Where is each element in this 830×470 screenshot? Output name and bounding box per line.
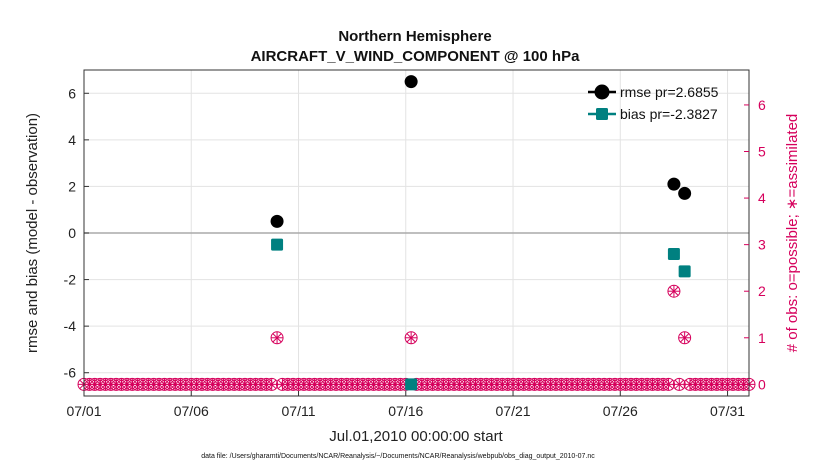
chart-subtitle: AIRCRAFT_V_WIND_COMPONENT @ 100 hPa — [251, 48, 581, 65]
legend-label: rmse pr=2.6855 — [620, 84, 719, 100]
y-right-tick-label: 0 — [758, 376, 766, 392]
bias-point — [678, 265, 691, 278]
y-tick-label: 2 — [68, 178, 76, 194]
y-right-tick-label: 3 — [758, 237, 766, 253]
y-tick-label: 0 — [68, 225, 76, 241]
y-axis-label: rmse and bias (model - observation) — [24, 113, 41, 353]
rmse-point — [270, 214, 284, 228]
series-markers — [270, 75, 692, 391]
obs-asterisk-stroke — [669, 286, 679, 296]
legend-label: bias pr=-2.3827 — [620, 106, 718, 122]
x-tick-label: 07/31 — [710, 403, 745, 419]
y-right-axis-label: # of obs: o=possible; ∗=assimilated — [784, 114, 801, 353]
legend-entry: bias pr=-2.3827 — [588, 106, 718, 122]
x-tick-label: 07/06 — [174, 403, 209, 419]
rmse-point — [678, 186, 692, 200]
bias-point — [405, 378, 418, 391]
y-tick-label: -2 — [64, 272, 77, 288]
x-tick-label: 07/11 — [282, 403, 316, 419]
y-tick-label: -4 — [64, 318, 77, 334]
y-right-axis-ticks: 0 1 2 3 4 5 6 — [744, 97, 766, 392]
obs-assimilated-marker — [271, 331, 284, 344]
obs-asterisk-stroke — [267, 379, 277, 389]
bias-point — [667, 247, 680, 260]
x-tick-label: 07/01 — [66, 403, 101, 419]
y-right-tick-label: 5 — [758, 144, 766, 160]
y-tick-label: 6 — [68, 85, 76, 101]
obs-assimilated-marker — [662, 378, 675, 391]
bias-point — [271, 238, 284, 251]
legend: rmse pr=2.6855 bias pr=-2.3827 — [588, 84, 719, 122]
obs-asterisk-stroke — [680, 333, 690, 343]
obs-asterisk-stroke — [406, 333, 416, 343]
rmse-point — [404, 75, 418, 89]
y-tick-label: 4 — [68, 132, 76, 148]
legend-bias-marker — [596, 108, 608, 120]
rmse-point — [667, 177, 681, 191]
legend-rmse-marker — [594, 84, 610, 100]
obs-assimilated-marker — [678, 331, 691, 344]
x-tick-label: 07/21 — [496, 403, 531, 419]
x-tick-label: 07/16 — [388, 403, 423, 419]
obs-asterisk-stroke — [272, 333, 282, 343]
y-axis-ticks: -6 -4 -2 0 2 4 6 — [64, 85, 89, 381]
y-right-tick-label: 6 — [758, 97, 766, 113]
obs-asterisk-stroke — [664, 379, 674, 389]
legend-entry: rmse pr=2.6855 — [588, 84, 719, 100]
y-right-tick-label: 4 — [758, 190, 766, 206]
chart-title: Northern Hemisphere — [338, 28, 491, 45]
x-axis-ticks: 07/01 07/06 07/11 07/16 07/21 07/26 07/31 — [66, 391, 745, 419]
obs-assimilated-marker — [405, 331, 418, 344]
obs-assimilated-marker — [265, 378, 278, 391]
x-axis-label: Jul.01,2010 00:00:00 start — [329, 428, 503, 445]
x-tick-label: 07/26 — [603, 403, 638, 419]
obs-assimilated-marker — [673, 378, 686, 391]
data-file-footer: data file: /Users/gharamti/Documents/NCA… — [201, 453, 595, 460]
obs-assimilated-marker — [667, 285, 680, 298]
y-right-tick-label: 2 — [758, 283, 766, 299]
y-tick-label: -6 — [64, 365, 77, 381]
obs-asterisk-stroke — [674, 379, 684, 389]
y-right-tick-label: 1 — [758, 330, 766, 346]
